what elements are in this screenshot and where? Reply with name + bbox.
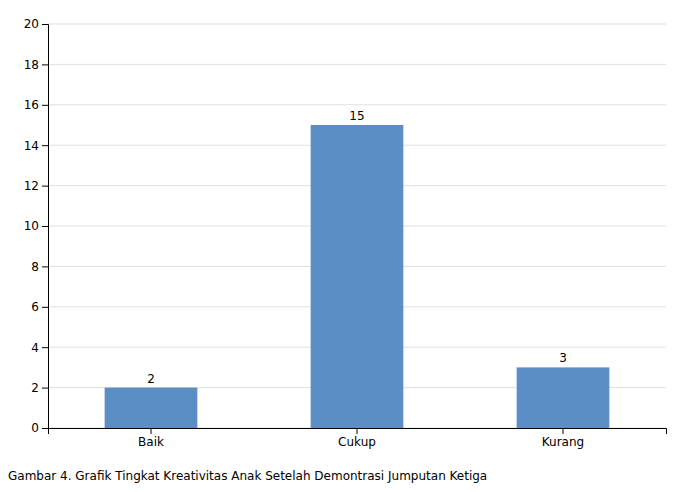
y-tick-label: 16 [24, 98, 39, 112]
y-tick: 18 [24, 58, 48, 72]
x-tick: Kurang [542, 428, 584, 449]
data-label: 15 [349, 109, 364, 123]
y-tick-mark [42, 64, 48, 65]
y-tick-mark [42, 226, 48, 227]
grid-line [48, 24, 666, 25]
y-tick-mark [42, 388, 48, 389]
plot: 2 15 3 Baik Cukup Kurang 0 2 4 6 8 10 12 14 16 18 20 [24, 17, 667, 448]
caption: Gambar 4. Grafik Tingkat Kreativitas Ana… [8, 469, 487, 483]
y-tick-label: 4 [31, 341, 39, 355]
x-axis-line [49, 429, 667, 435]
chart: 2 15 3 Baik Cukup Kurang 0 2 4 6 8 10 12 14 16 18 20 Gamb… [0, 0, 690, 492]
y-tick: 6 [31, 300, 48, 314]
y-tick-mark [42, 307, 48, 308]
bar [517, 367, 610, 428]
data-labels: 2 15 3 [147, 109, 567, 386]
y-tick-label: 0 [31, 421, 39, 435]
y-tick-mark [42, 24, 48, 25]
y-tick: 8 [31, 260, 48, 274]
y-tick: 20 [24, 17, 48, 31]
x-tick-mark [563, 428, 564, 434]
y-tick: 12 [24, 179, 48, 193]
x-tick-mark [151, 428, 152, 434]
bar [105, 388, 198, 428]
y-tick: 4 [31, 341, 48, 355]
data-label: 3 [559, 351, 567, 365]
bar [311, 125, 404, 428]
x-tick: Cukup [338, 428, 376, 449]
y-tick-mark [42, 186, 48, 187]
y-tick-mark [42, 145, 48, 146]
y-axis-line [42, 25, 49, 429]
x-axis: Baik Cukup Kurang [49, 428, 667, 449]
grid [48, 24, 666, 428]
x-tick: Baik [138, 428, 164, 449]
y-tick: 0 [31, 421, 48, 435]
y-tick-label: 20 [24, 17, 39, 31]
y-tick: 10 [24, 219, 48, 233]
x-tick-label: Baik [138, 435, 164, 449]
y-tick-mark [42, 266, 48, 267]
y-tick-label: 10 [24, 219, 39, 233]
grid-line [48, 64, 666, 65]
y-tick: 16 [24, 98, 48, 112]
y-tick-label: 8 [31, 260, 39, 274]
bars [105, 125, 610, 428]
x-tick-mark [357, 428, 358, 434]
y-tick-mark [42, 105, 48, 106]
y-axis: 0 2 4 6 8 10 12 14 16 18 20 [24, 17, 49, 435]
y-tick: 14 [24, 139, 48, 153]
x-tick-label: Kurang [542, 435, 584, 449]
y-tick-label: 2 [31, 381, 39, 395]
y-tick-mark [42, 347, 48, 348]
y-tick-label: 14 [24, 139, 39, 153]
grid-line [48, 104, 666, 105]
y-tick-label: 18 [24, 58, 39, 72]
y-tick-label: 12 [24, 179, 39, 193]
y-tick-mark [42, 428, 48, 429]
data-label: 2 [147, 372, 155, 386]
x-tick-label: Cukup [338, 435, 376, 449]
y-tick-label: 6 [31, 300, 39, 314]
y-tick: 2 [31, 381, 48, 395]
